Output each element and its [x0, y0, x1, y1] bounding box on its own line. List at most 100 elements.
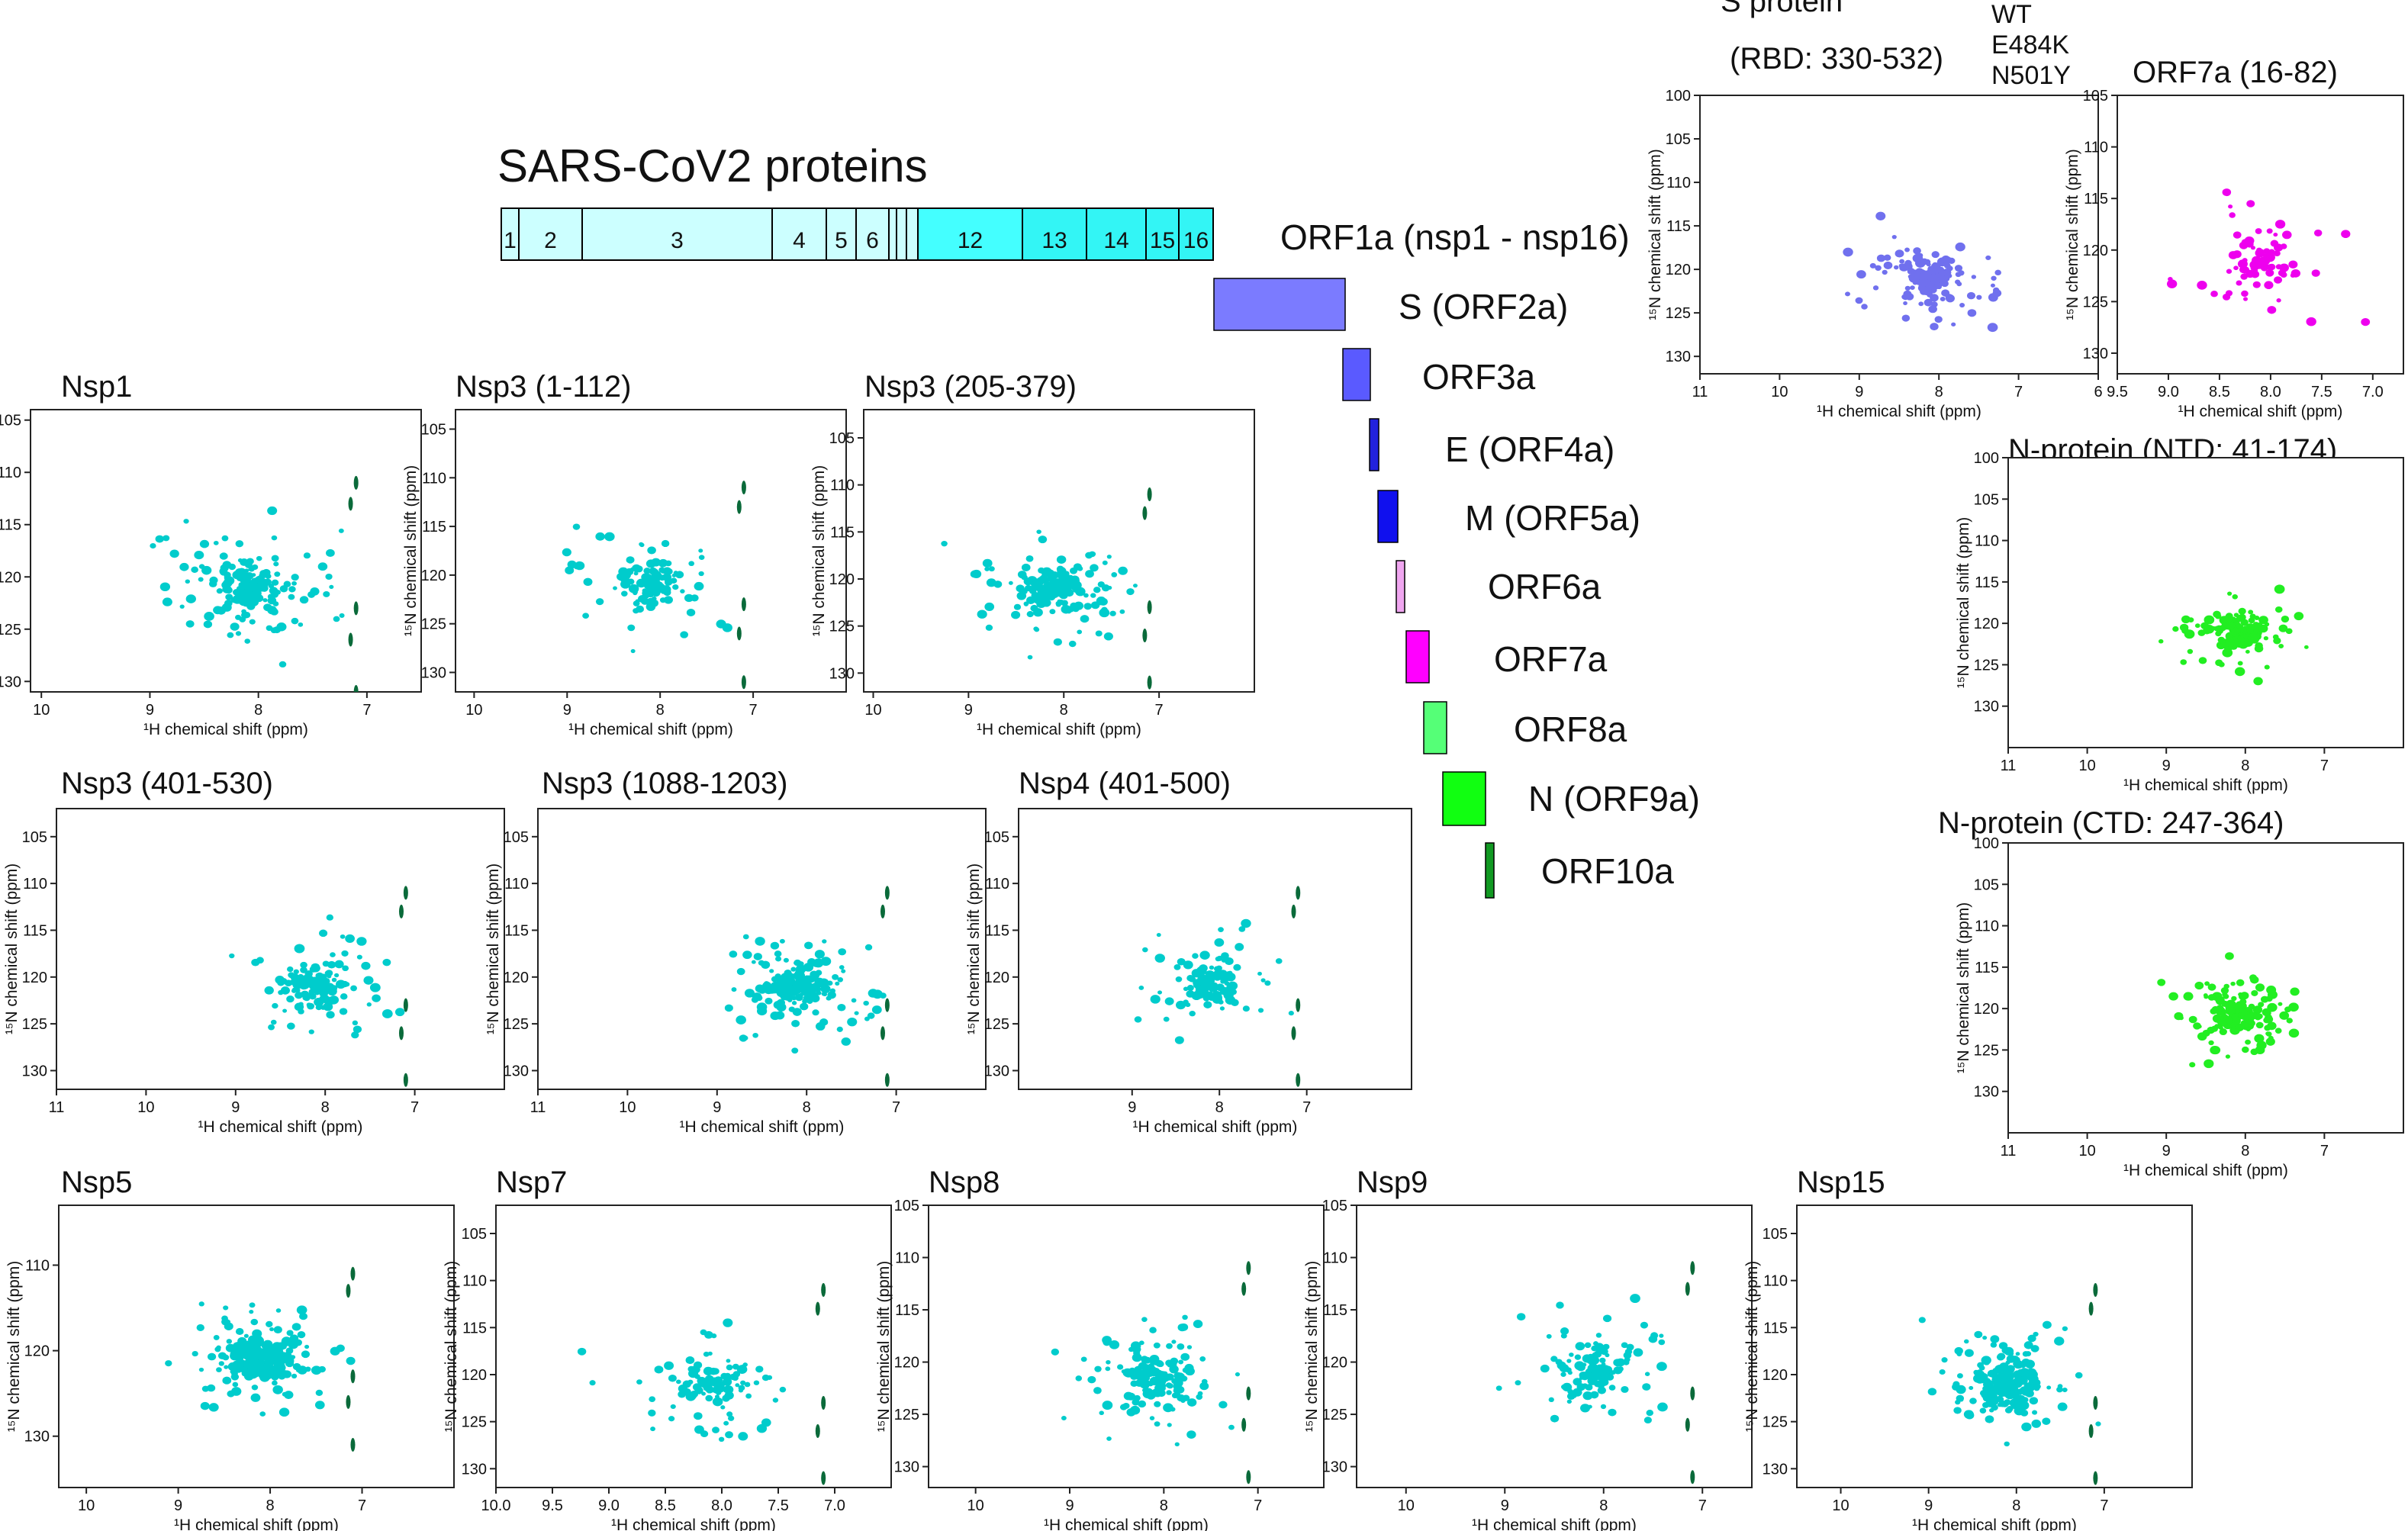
nmr-peak — [2226, 269, 2233, 274]
nmr-peak — [226, 1339, 233, 1344]
y-tick-label: 120 — [984, 970, 1009, 986]
orf1a-segment-label: 15 — [1150, 228, 1175, 253]
y-tick-label: 110 — [1975, 918, 1999, 935]
peak-group — [1051, 1261, 1251, 1484]
y-tick-label: 130 — [1974, 1084, 1999, 1101]
x-tick-label: 11 — [2001, 1143, 2017, 1160]
nmr-peak — [248, 596, 253, 601]
x-tick-label: 8 — [1060, 702, 1068, 719]
nmr-peak — [744, 989, 755, 998]
nmr-peak — [1149, 1327, 1157, 1333]
nmr-peak — [246, 603, 256, 610]
nmr-peak — [2020, 1376, 2025, 1381]
nmr-peak — [282, 1391, 288, 1397]
plot-frame — [30, 409, 422, 693]
nmr-peak — [2288, 1028, 2300, 1038]
nmr-peak — [2025, 1351, 2032, 1357]
nmr-peak — [1640, 1321, 1649, 1329]
nmr-peak — [688, 561, 695, 567]
nmr-peak — [2268, 249, 2275, 255]
x-axis-label: ¹H chemical shift (ppm) — [568, 721, 733, 738]
nmr-peak — [1075, 1375, 1083, 1381]
nmr-peak — [199, 539, 210, 548]
nmr-peak — [2226, 621, 2236, 629]
nmr-peak — [687, 1379, 694, 1385]
nmr-peak — [2158, 638, 2164, 644]
x-tick-label: 11 — [1692, 384, 1708, 400]
sidechain-peak — [1147, 675, 1152, 690]
nmr-peak — [2278, 624, 2288, 632]
hsqc-panel: Nsp5 10 9 8 7 110 120 130 ¹H chemical shift (ppm… — [5, 1166, 455, 1531]
sidechain-peak — [1246, 1386, 1251, 1401]
y-tick-label: 115 — [1323, 1302, 1347, 1319]
nmr-peak — [740, 1380, 746, 1385]
nmr-peak — [1599, 1370, 1610, 1380]
nmr-peak — [1166, 1390, 1172, 1395]
nmr-peak — [1221, 958, 1226, 963]
y-tick-label: 105 — [1763, 1226, 1788, 1243]
nmr-peak — [207, 1384, 216, 1392]
nmr-peak — [224, 1322, 233, 1330]
y-tick-label: 100 — [1974, 835, 1999, 852]
nmr-peak — [694, 1386, 703, 1394]
y-tick-label: 115 — [1975, 574, 1999, 591]
hsqc-panel: Nsp3 (1088-1203) 11 10 9 8 7 105 110 115 120 125 13… — [484, 767, 987, 1136]
nmr-peak — [346, 1356, 356, 1365]
x-tick-label: 8.5 — [655, 1497, 676, 1514]
nmr-peak — [2259, 261, 2268, 269]
nmr-peak — [1878, 256, 1885, 262]
nmr-peak — [2075, 1372, 2083, 1379]
x-tick-label: 7.0 — [2362, 384, 2384, 400]
nmr-peak — [783, 973, 790, 980]
nmr-peak — [1149, 1354, 1160, 1364]
nmr-peak — [1891, 234, 1897, 240]
y-axis-label: ¹⁵N chemical shift (ppm) — [484, 864, 502, 1035]
nmr-peak — [240, 558, 249, 566]
nmr-peak — [984, 602, 995, 611]
nmr-peak — [1132, 1346, 1140, 1352]
nmr-peak — [1971, 275, 1977, 279]
nmr-peak — [2193, 1022, 2201, 1030]
nmr-peak — [248, 566, 255, 572]
nmr-peak — [2229, 626, 2239, 635]
nmr-peak — [2219, 1028, 2227, 1036]
nmr-peak — [1153, 1342, 1161, 1349]
nmr-peak — [1204, 985, 1211, 991]
y-tick-label: 120 — [1322, 1355, 1347, 1372]
nmr-peak — [777, 976, 784, 982]
nmr-peak — [2057, 1402, 2068, 1411]
nmr-peak — [1939, 1369, 1946, 1375]
peak-group — [577, 1283, 826, 1485]
nmr-peak — [800, 1002, 809, 1011]
nmr-peak — [273, 561, 279, 567]
nmr-peak — [222, 1376, 232, 1385]
nmr-peak — [1969, 1385, 1974, 1391]
nmr-peak — [794, 960, 799, 966]
nmr-peak — [1987, 323, 1998, 333]
nmr-peak — [1199, 989, 1209, 997]
x-tick-label: 10 — [1398, 1497, 1415, 1514]
nmr-peak — [275, 590, 281, 595]
y-axis-label: ¹⁵N chemical shift (ppm) — [1303, 1261, 1321, 1433]
s-variant-label: N501Y — [1991, 61, 2071, 90]
sidechain-peak — [884, 998, 890, 1012]
nmr-peak — [2062, 1387, 2068, 1393]
nmr-peak — [2215, 631, 2222, 637]
nmr-peak — [2225, 638, 2236, 647]
nmr-peak — [1212, 982, 1218, 988]
nmr-peak — [711, 1377, 719, 1384]
nmr-peak — [1013, 603, 1022, 610]
nmr-peak — [1151, 1367, 1161, 1375]
nmr-peak — [268, 1024, 275, 1031]
nmr-peak — [1173, 963, 1181, 970]
sidechain-peak — [1291, 1026, 1296, 1041]
nmr-peak — [204, 612, 214, 621]
nmr-peak — [1956, 1385, 1966, 1394]
nmr-peak — [1565, 1367, 1572, 1373]
nmr-peak — [707, 1379, 713, 1385]
nmr-peak — [1574, 1354, 1582, 1360]
nmr-peak — [769, 969, 774, 973]
y-tick-label: 120 — [1974, 1001, 1999, 1018]
x-tick-label: 8 — [1215, 1099, 1224, 1116]
nmr-peak — [1186, 1430, 1196, 1439]
